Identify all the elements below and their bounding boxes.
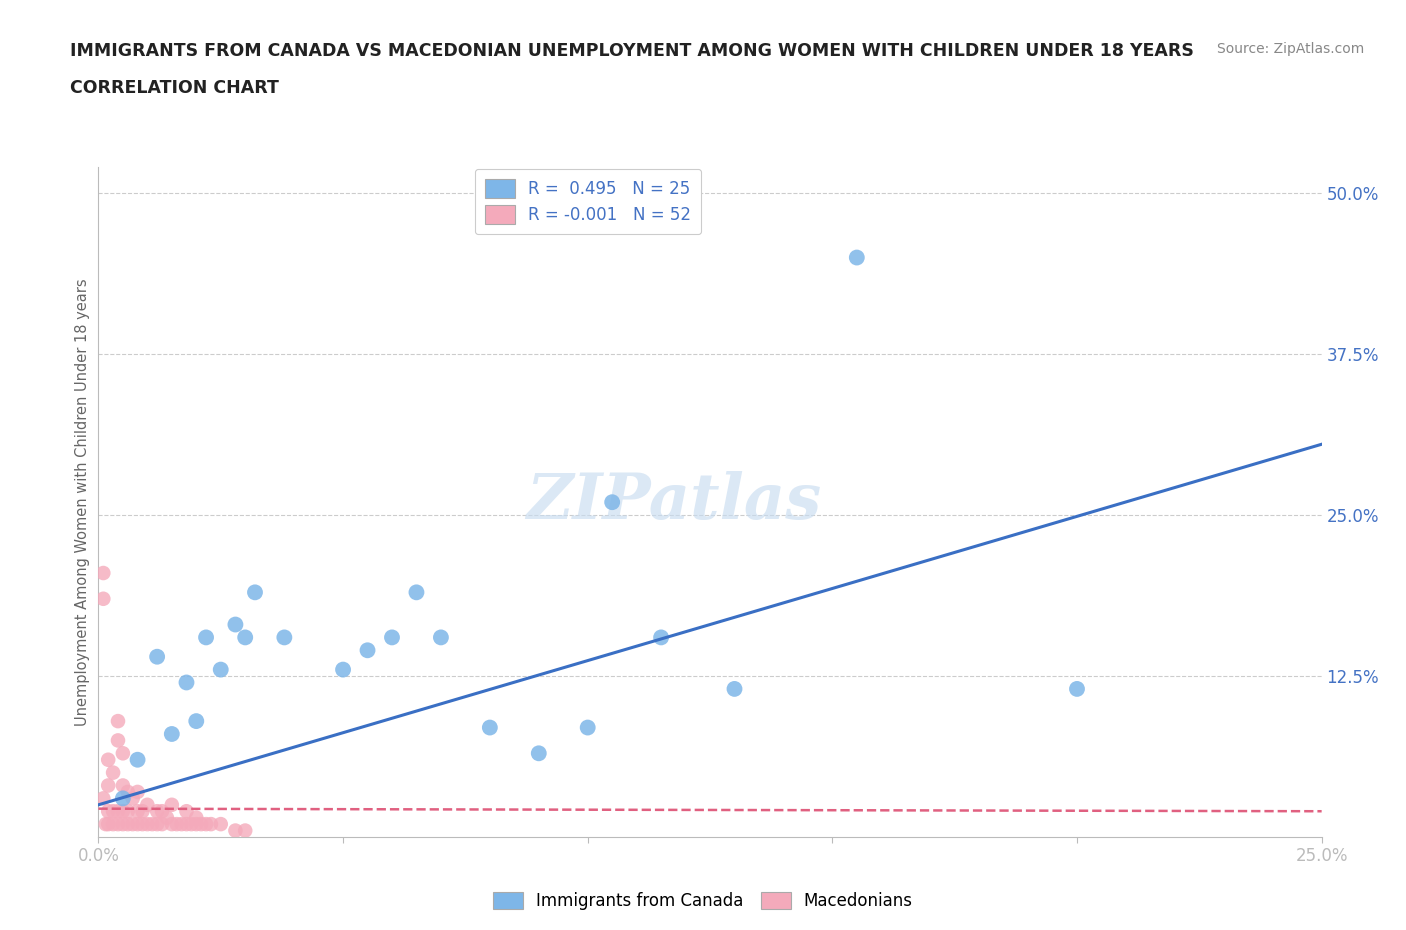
Point (176, 804, 198, 818)
Point (117, 804, 139, 818)
Point (1066, 682, 1088, 697)
Point (195, 817, 218, 831)
Point (97, 817, 120, 831)
Point (136, 817, 159, 831)
Point (600, 495, 623, 510)
Point (107, 733, 129, 748)
Point (121, 817, 143, 831)
Point (527, 746, 550, 761)
Text: Source: ZipAtlas.com: Source: ZipAtlas.com (1216, 42, 1364, 56)
Point (243, 585, 266, 600)
Point (405, 585, 427, 600)
Point (160, 797, 183, 812)
Point (186, 810, 208, 825)
Point (101, 765, 124, 780)
Legend: R =  0.495   N = 25, R = -0.001   N = 52: R = 0.495 N = 25, R = -0.001 N = 52 (475, 169, 700, 234)
Point (136, 797, 159, 812)
Point (195, 630, 218, 644)
Point (176, 817, 198, 831)
Point (146, 649, 169, 664)
Point (430, 630, 453, 644)
Point (91, 591, 114, 606)
Point (356, 643, 378, 658)
Point (111, 817, 134, 831)
Point (186, 817, 208, 831)
Point (111, 790, 134, 805)
Point (117, 785, 139, 800)
Point (94, 817, 117, 831)
Point (146, 817, 169, 831)
Point (97, 752, 120, 767)
Point (209, 817, 232, 831)
Point (127, 785, 149, 800)
Point (273, 630, 295, 644)
Point (209, 662, 232, 677)
Point (111, 804, 134, 818)
Point (224, 618, 246, 632)
Point (146, 804, 169, 818)
Point (150, 804, 173, 818)
Text: IMMIGRANTS FROM CANADA VS MACEDONIAN UNEMPLOYMENT AMONG WOMEN WITH CHILDREN UNDE: IMMIGRANTS FROM CANADA VS MACEDONIAN UNE… (70, 42, 1194, 60)
Point (127, 817, 149, 831)
Point (121, 790, 143, 805)
Point (224, 823, 246, 838)
Point (723, 682, 745, 697)
Point (131, 804, 153, 818)
Point (107, 713, 129, 728)
Point (111, 778, 134, 793)
Point (127, 804, 149, 818)
Point (107, 804, 129, 818)
Point (576, 720, 599, 735)
Point (650, 630, 672, 644)
Point (332, 662, 354, 677)
Point (233, 823, 256, 838)
Legend: Immigrants from Canada, Macedonians: Immigrants from Canada, Macedonians (486, 885, 920, 917)
Point (233, 630, 256, 644)
Point (150, 817, 173, 831)
Point (180, 817, 202, 831)
Point (160, 817, 183, 831)
Text: ZIPatlas: ZIPatlas (526, 472, 821, 533)
Point (91, 565, 114, 580)
Point (166, 817, 188, 831)
Point (117, 817, 139, 831)
Point (127, 752, 149, 767)
Point (131, 817, 153, 831)
Point (97, 804, 120, 818)
Point (381, 630, 404, 644)
Point (107, 817, 129, 831)
Point (141, 817, 163, 831)
Point (111, 746, 134, 761)
Point (186, 713, 208, 728)
Point (478, 720, 501, 735)
Point (97, 778, 120, 793)
Point (101, 804, 124, 818)
Point (190, 817, 212, 831)
Point (101, 817, 124, 831)
Point (176, 675, 198, 690)
Point (845, 250, 868, 265)
Point (91, 790, 114, 805)
Text: CORRELATION CHART: CORRELATION CHART (70, 79, 280, 97)
Point (170, 817, 193, 831)
Point (156, 810, 179, 825)
Point (200, 817, 222, 831)
Y-axis label: Unemployment Among Women with Children Under 18 years: Unemployment Among Women with Children U… (75, 278, 90, 726)
Point (160, 726, 183, 741)
